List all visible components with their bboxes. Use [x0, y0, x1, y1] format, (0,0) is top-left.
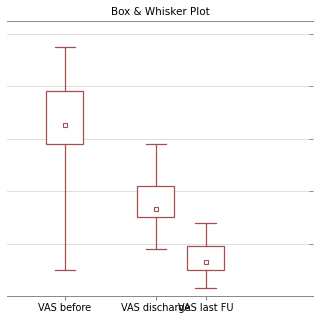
Bar — [46, 92, 84, 144]
Bar — [187, 246, 224, 270]
Title: Box & Whisker Plot: Box & Whisker Plot — [111, 7, 209, 17]
Bar — [137, 186, 174, 217]
